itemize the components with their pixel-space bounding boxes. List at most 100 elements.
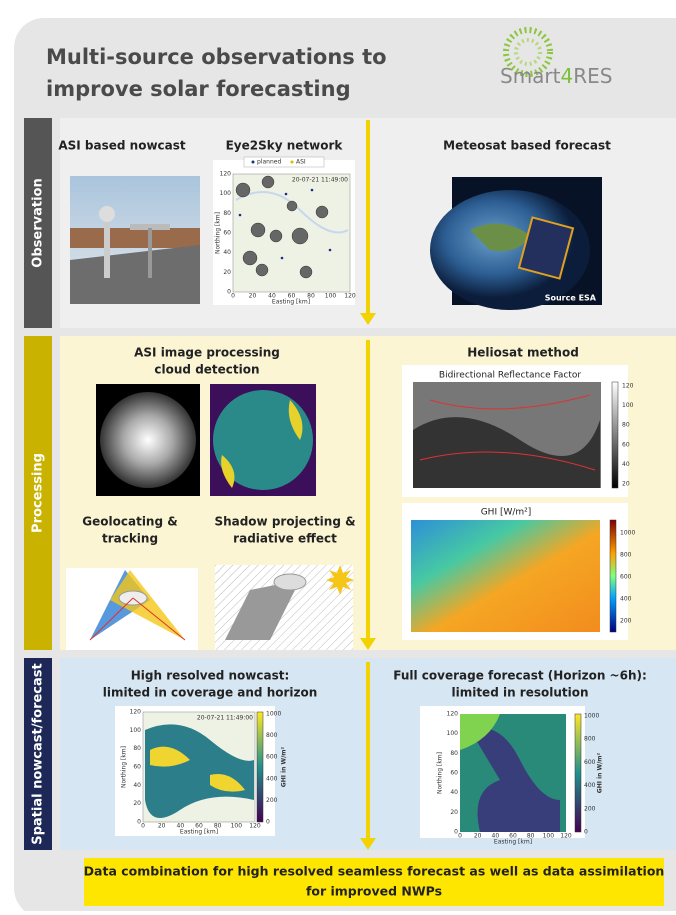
panel-title: limited in coverage and horizon — [103, 686, 318, 700]
x-tick-label: 60 — [288, 293, 296, 300]
panel-title: ASI based nowcast — [58, 139, 186, 153]
y-tick-label: 20 — [133, 800, 141, 807]
x-tick-label: 80 — [214, 823, 222, 830]
y-tick-label: 20 — [223, 269, 231, 276]
axis-label: Northing [km] — [437, 752, 444, 794]
y-tick-label: 120 — [130, 709, 142, 716]
credit: Source ESA — [545, 294, 597, 303]
panel-title: Eye2Sky network — [226, 139, 344, 153]
axis-label: Easting [km] — [180, 829, 218, 836]
panel-title: limited in resolution — [451, 686, 588, 700]
y-tick-label: 100 — [220, 190, 232, 197]
x-tick-label: 80 — [527, 833, 535, 840]
y-tick-label: 200 — [266, 797, 278, 804]
y-tick-label: 800 — [266, 732, 278, 739]
y-tick-label: 1000 — [584, 713, 599, 720]
y-tick-label: 60 — [133, 764, 141, 771]
axis-label: Northing [km] — [121, 746, 128, 788]
plot-title: GHI [W/m²] — [481, 508, 532, 518]
x-tick-label: 120 — [344, 293, 356, 300]
footer-line: for improved NWPs — [306, 884, 442, 899]
y-tick-label: 40 — [450, 789, 458, 796]
y-tick-label: 600 — [584, 759, 596, 766]
legend-entry: ASI — [296, 159, 306, 166]
x-tick-label: 60 — [509, 833, 517, 840]
section-label: Spatial nowcast/forecast — [31, 663, 46, 845]
timestamp: 20-07-21 11:49:00 — [197, 715, 253, 722]
logo-part: Smart — [500, 64, 561, 88]
panel-title: ASI image processing — [134, 346, 280, 360]
layout — [14, 18, 676, 915]
x-tick-label: 40 — [492, 833, 500, 840]
y-tick-label: 200 — [584, 805, 596, 812]
x-tick-label: 20 — [249, 293, 257, 300]
y-tick-label: 600 — [620, 574, 632, 581]
y-tick-label: 40 — [223, 249, 231, 256]
y-tick-label: 1000 — [620, 530, 635, 537]
axis-label: Easting [km] — [494, 839, 532, 846]
y-tick-label: 60 — [622, 441, 630, 448]
y-tick-label: 0 — [227, 289, 231, 296]
y-tick-label: 120 — [622, 383, 634, 390]
x-tick-label: 0 — [231, 293, 235, 300]
panel-title: radiative effect — [233, 532, 337, 546]
panel-title: Full coverage forecast (Horizon ~6h): — [393, 669, 647, 683]
y-tick-label: 80 — [622, 422, 630, 429]
panel-title: High resolved nowcast: — [131, 669, 290, 683]
y-tick-label: 0 — [137, 819, 141, 826]
section-label: Processing — [31, 453, 46, 533]
y-tick-label: 120 — [447, 711, 459, 718]
y-tick-label: 20 — [450, 809, 458, 816]
panel-title: tracking — [102, 532, 158, 546]
colorbar-label: GHI in W/m² — [597, 752, 604, 793]
y-tick-label: 0 — [454, 829, 458, 836]
plot-title: Bidirectional Reflectance Factor — [439, 371, 581, 381]
y-tick-label: 40 — [133, 782, 141, 789]
x-tick-label: 0 — [458, 833, 462, 840]
x-tick-label: 100 — [543, 833, 555, 840]
panel-title: cloud detection — [154, 363, 259, 377]
colorbar-label: GHI in W/m² — [281, 746, 288, 787]
y-tick-label: 800 — [620, 552, 632, 559]
y-tick-label: 200 — [620, 618, 632, 625]
y-tick-label: 800 — [584, 736, 596, 743]
y-tick-label: 0 — [266, 819, 270, 826]
panel-title: Geolocating & — [82, 515, 177, 529]
y-tick-label: 60 — [450, 770, 458, 777]
legend-entry: planned — [257, 159, 281, 166]
title-line: improve solar forecasting — [46, 77, 351, 101]
y-tick-label: 80 — [223, 210, 231, 217]
y-tick-label: 100 — [447, 730, 459, 737]
x-tick-label: 20 — [158, 823, 166, 830]
y-tick-label: 400 — [620, 596, 632, 603]
logo-part: RES — [573, 64, 612, 88]
logo-part: 4 — [561, 64, 574, 88]
x-tick-label: 60 — [195, 823, 203, 830]
y-tick-label: 120 — [220, 171, 232, 178]
section-label: Observation — [31, 178, 46, 267]
y-tick-label: 0 — [584, 829, 588, 836]
x-tick-label: 80 — [307, 293, 315, 300]
x-tick-label: 0 — [141, 823, 145, 830]
footer-line: Data combination for high resolved seaml… — [84, 864, 665, 879]
x-tick-label: 120 — [249, 823, 261, 830]
panel-title: Heliosat method — [467, 346, 579, 360]
y-tick-label: 400 — [584, 782, 596, 789]
texts: Multi-source observations to improve sol… — [31, 45, 665, 899]
y-tick-label: 1000 — [266, 711, 281, 718]
y-tick-label: 40 — [622, 461, 630, 468]
x-tick-label: 100 — [325, 293, 337, 300]
x-tick-label: 20 — [474, 833, 482, 840]
y-tick-label: 600 — [266, 754, 278, 761]
y-tick-label: 100 — [622, 402, 634, 409]
x-tick-label: 100 — [231, 823, 243, 830]
y-tick-label: 80 — [450, 750, 458, 757]
y-tick-label: 400 — [266, 775, 278, 782]
axis-label: Easting [km] — [272, 299, 310, 306]
timestamp: 20-07-21 11:49:00 — [292, 177, 348, 184]
x-tick-label: 40 — [268, 293, 276, 300]
y-tick-label: 20 — [622, 481, 630, 488]
y-tick-label: 80 — [133, 745, 141, 752]
logo: Smart4RES — [500, 64, 612, 88]
